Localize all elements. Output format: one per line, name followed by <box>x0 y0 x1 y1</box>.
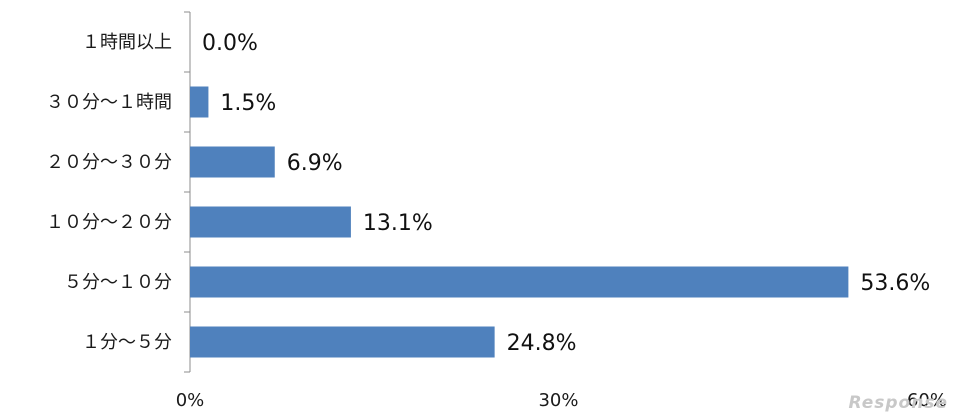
category-label: ３０分～１時間 <box>46 92 172 113</box>
chart-axes: 0% 30% 60% <box>176 11 947 411</box>
value-label: 24.8% <box>507 331 577 356</box>
value-label: 53.6% <box>860 271 930 296</box>
bar <box>190 326 495 358</box>
category-label: ２０分～３０分 <box>46 152 172 173</box>
value-label: 1.5% <box>220 91 276 116</box>
category-label: １時間以上 <box>82 32 172 53</box>
bar <box>190 146 275 178</box>
bar <box>190 86 209 118</box>
x-tick-label: 0% <box>176 390 205 411</box>
bar <box>190 206 351 238</box>
category-label: ５分～１０分 <box>64 272 172 293</box>
x-tick-label: 60% <box>907 390 947 411</box>
category-label: １分～５分 <box>82 332 172 353</box>
chart-bars <box>190 86 849 358</box>
value-label: 0.0% <box>202 31 258 56</box>
x-tick-label: 30% <box>538 390 578 411</box>
chart-labels: １時間以上 0.0% ３０分～１時間 1.5% ２０分～３０分 6.9% １０分～２０分 13… <box>46 31 930 356</box>
value-label: 6.9% <box>287 151 343 176</box>
watermark-logo: Response <box>848 393 948 413</box>
bar <box>190 266 849 298</box>
category-label: １０分～２０分 <box>46 212 172 233</box>
value-label: 13.1% <box>363 211 433 236</box>
